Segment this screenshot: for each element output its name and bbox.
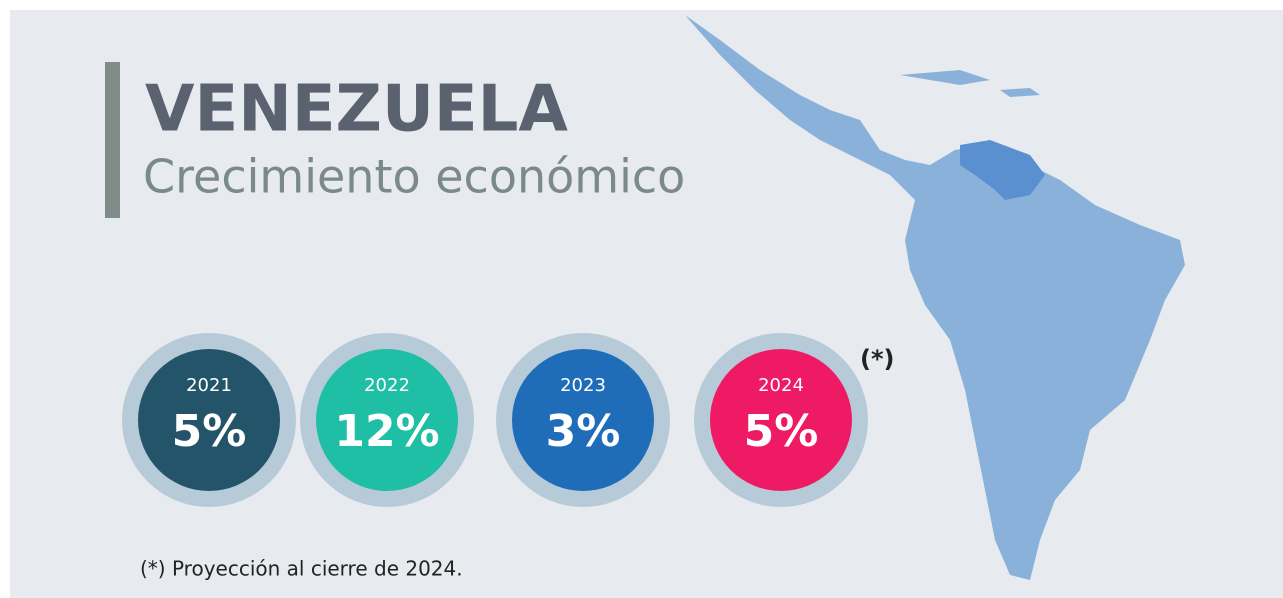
- title-bar: [105, 62, 120, 218]
- value: 3%: [546, 406, 621, 457]
- year: 2024: [758, 375, 804, 396]
- year: 2023: [560, 375, 606, 396]
- marker: (*): [860, 345, 895, 373]
- value: 5%: [172, 406, 247, 457]
- year: 2022: [364, 375, 410, 396]
- badge: [710, 349, 852, 491]
- title: VENEZUELA: [145, 73, 568, 147]
- footnote: (*) Proyección al cierre de 2024.: [140, 557, 463, 581]
- badge: [512, 349, 654, 491]
- subtitle: Crecimiento económico: [143, 150, 685, 204]
- badge: [138, 349, 280, 491]
- items: 2021 5% 2022 12% 2023 3% 2024 5%: [122, 333, 868, 507]
- value: 12%: [334, 406, 439, 457]
- badge: [316, 349, 458, 491]
- venezuela: [960, 140, 1045, 200]
- value: 5%: [744, 406, 819, 457]
- year: 2021: [186, 375, 232, 396]
- map: [685, 15, 1185, 580]
